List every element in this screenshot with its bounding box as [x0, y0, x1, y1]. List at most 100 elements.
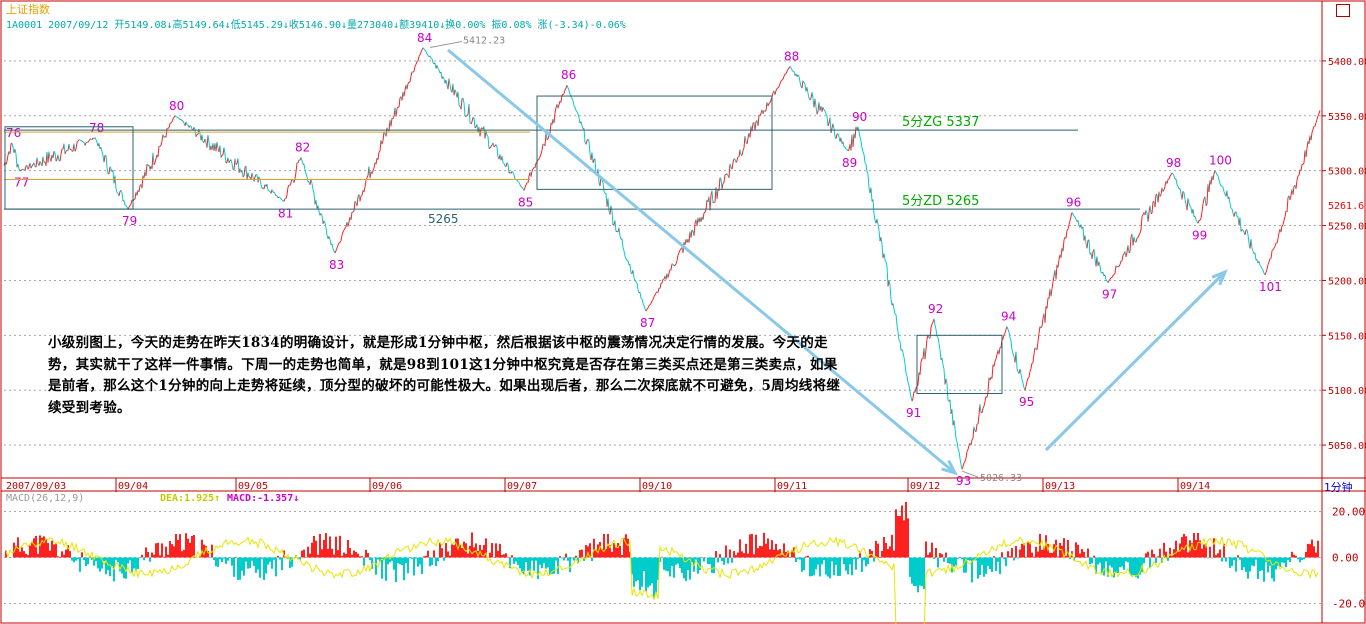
price-segment [468, 104, 471, 123]
price-segment [332, 248, 335, 252]
price-segment [904, 363, 907, 374]
price-segment [774, 90, 777, 95]
price-segment [68, 143, 71, 150]
price-segment [281, 199, 284, 202]
price-segment [1102, 272, 1105, 277]
price-segment [379, 140, 382, 152]
price-segment [862, 151, 865, 155]
price-segment [438, 69, 441, 74]
price-segment [650, 300, 653, 304]
price-segment [873, 213, 876, 221]
price-segment [437, 68, 440, 70]
price-segment [1205, 203, 1208, 206]
price-segment [866, 171, 869, 175]
price-segment [216, 142, 219, 149]
timeframe-label[interactable]: 1分钟 [1324, 481, 1353, 494]
price-segment [1138, 232, 1141, 236]
price-segment [88, 139, 91, 142]
price-segment [225, 162, 228, 164]
price-segment [719, 177, 722, 180]
price-segment [176, 116, 179, 119]
price-segment [789, 66, 792, 69]
price-segment [53, 150, 56, 153]
price-segment [712, 201, 715, 204]
price-segment [95, 139, 98, 143]
price-segment [814, 98, 817, 107]
high-annotation-line [429, 41, 463, 48]
pivot-label-91: 91 [906, 406, 921, 420]
price-segment [321, 215, 324, 224]
price-segment [180, 118, 183, 122]
price-segment [893, 309, 896, 315]
price-segment [541, 144, 544, 151]
price-segment [300, 157, 303, 161]
price-segment [76, 140, 79, 143]
price-segment [1274, 242, 1277, 247]
up-trend-arrow [1044, 270, 1227, 452]
price-segment [671, 263, 674, 265]
price-segment [545, 133, 548, 140]
price-segment [340, 235, 343, 241]
price-segment [313, 193, 316, 205]
price-segment [564, 87, 567, 91]
pivot-label-98: 98 [1166, 156, 1181, 170]
price-segment [1192, 209, 1195, 217]
price-segment [574, 106, 577, 111]
price-segment [1212, 173, 1215, 181]
price-segment [1217, 175, 1220, 180]
window-button[interactable] [1336, 4, 1350, 17]
price-segment [417, 56, 420, 62]
price-segment [1277, 232, 1280, 239]
price-segment [961, 466, 964, 470]
price-segment [832, 123, 835, 129]
price-segment [569, 94, 572, 97]
price-segment [55, 159, 58, 162]
price-segment [709, 194, 712, 211]
price-segment [271, 189, 274, 193]
price-segment [303, 163, 306, 170]
price-segment [525, 182, 528, 186]
price-segment [190, 126, 193, 130]
price-segment [134, 192, 137, 200]
price-segment [101, 151, 104, 156]
price-segment [50, 154, 53, 162]
down-trend-arrow-head [941, 459, 958, 476]
price-segment [501, 155, 504, 163]
price-segment [1019, 368, 1022, 375]
price-segment [1182, 191, 1185, 193]
price-segment [718, 177, 721, 191]
price-segment [59, 154, 62, 162]
price-segment [1181, 191, 1184, 200]
price-segment [105, 155, 108, 168]
price-segment [170, 121, 173, 124]
pivot-label-96: 96 [1066, 195, 1081, 209]
pivot-label-93: 93 [956, 474, 971, 488]
price-segment [412, 70, 415, 73]
price-segment [426, 53, 429, 56]
price-segment [1302, 162, 1305, 165]
price-segment [829, 117, 832, 133]
price-segment [273, 191, 276, 194]
price-segment [531, 168, 534, 172]
price-segment [130, 199, 133, 204]
price-segment [42, 156, 45, 163]
price-segment [1221, 185, 1224, 188]
price-segment [690, 229, 693, 238]
price-segment [901, 349, 904, 353]
price-segment [1114, 265, 1117, 274]
price-segment [129, 203, 132, 206]
price-segment [563, 89, 566, 94]
price-segment [163, 136, 166, 138]
price-segment [742, 147, 745, 151]
price-segment [1316, 115, 1319, 120]
price-segment [568, 90, 571, 95]
price-segment [975, 424, 978, 432]
price-segment [702, 212, 705, 220]
price-segment [726, 173, 729, 176]
zg-label: 5分ZG 5337 [902, 115, 979, 130]
price-segment [1033, 347, 1036, 355]
price-segment [691, 229, 694, 232]
price-segment [1223, 191, 1226, 195]
price-segment [783, 73, 786, 77]
